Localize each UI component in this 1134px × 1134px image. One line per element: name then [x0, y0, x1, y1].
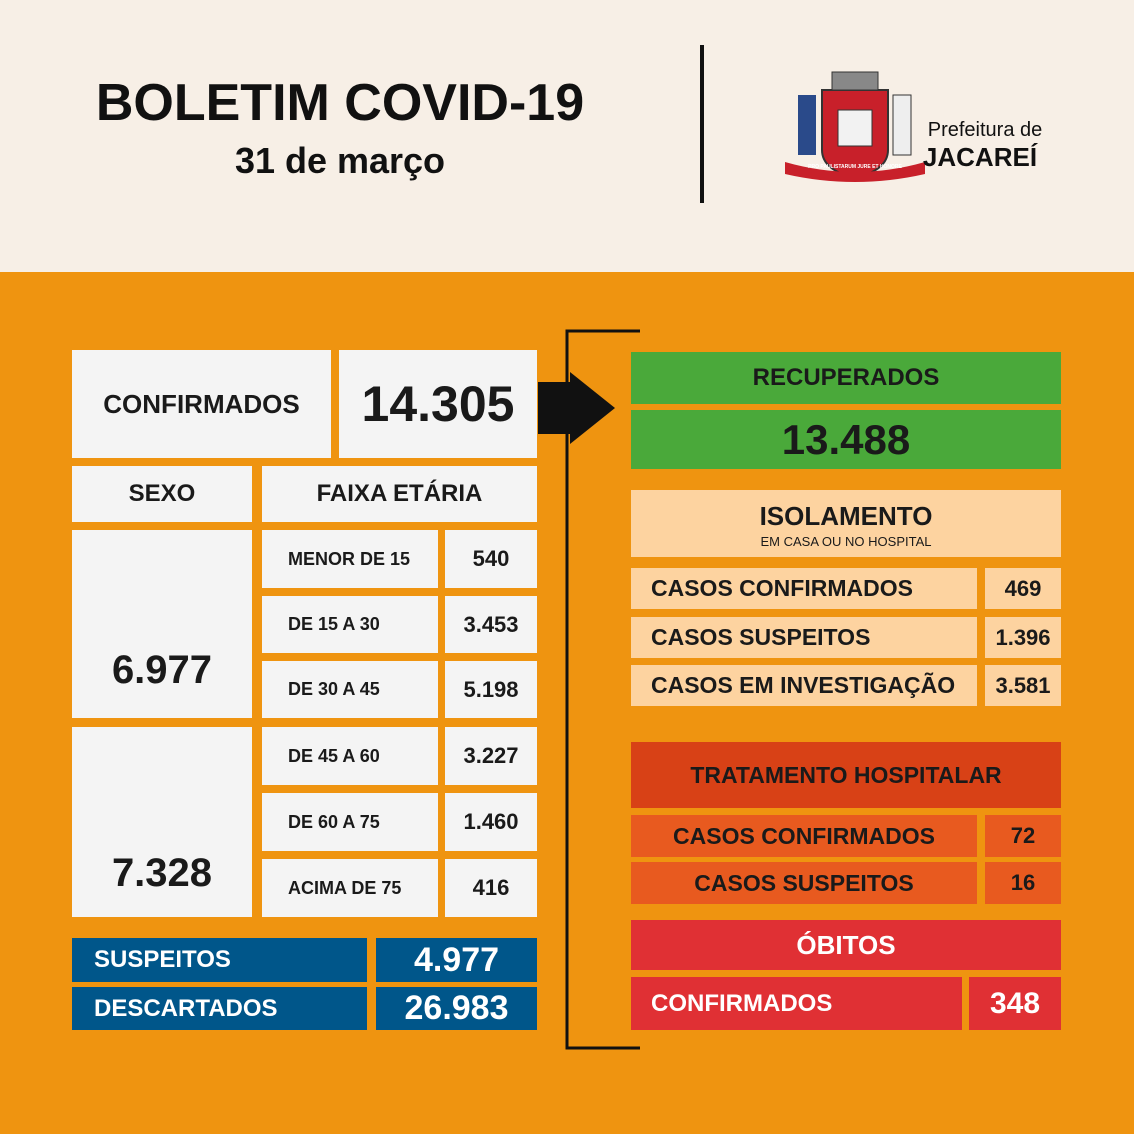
- age-label: DE 60 A 75: [262, 793, 438, 851]
- recovered-label: RECUPERADOS: [631, 352, 1061, 404]
- female-box: [72, 727, 252, 917]
- org-line1: Prefeitura de: [927, 118, 1043, 141]
- date: 31 de março: [234, 140, 446, 181]
- age-value: 540: [445, 530, 537, 588]
- discarded-label: DESCARTADOS: [72, 987, 367, 1030]
- isolation-value: 3.581: [985, 665, 1061, 706]
- male-box: [72, 530, 252, 718]
- header-band: [0, 0, 1134, 272]
- isolation-value: 469: [985, 568, 1061, 609]
- isolation-value: 1.396: [985, 617, 1061, 658]
- discarded-value: 26.983: [376, 987, 537, 1030]
- male-value: 6.977: [111, 647, 213, 692]
- deaths-label: CONFIRMADOS: [631, 977, 962, 1030]
- deaths-value: 348: [969, 977, 1061, 1030]
- suspects-value: 4.977: [376, 938, 537, 982]
- motto: PRO PAULISTARUM JURE ET HONORE: [808, 164, 902, 170]
- isolation-title: ISOLAMENTO: [759, 500, 933, 531]
- hospital-label: CASOS SUSPEITOS: [631, 862, 977, 904]
- hospital-label: CASOS CONFIRMADOS: [631, 815, 977, 857]
- suspects-label: SUSPEITOS: [72, 938, 367, 982]
- age-value: 1.460: [445, 793, 537, 851]
- age-label: MENOR DE 15: [262, 530, 438, 588]
- age-label: DE 45 A 60: [262, 727, 438, 785]
- confirmed-value: 14.305: [339, 350, 537, 458]
- coat-of-arms: [785, 71, 925, 182]
- recovered-value: 13.488: [631, 410, 1061, 469]
- age-header: FAIXA ETÁRIA: [262, 466, 537, 522]
- age-label: DE 15 A 30: [262, 596, 438, 653]
- deaths-title: ÓBITOS: [631, 920, 1061, 970]
- confirmed-label: CONFIRMADOS: [72, 350, 331, 458]
- female-value: 7.328: [111, 850, 213, 895]
- sex-header: SEXO: [72, 466, 252, 522]
- isolation-label: CASOS SUSPEITOS: [631, 617, 977, 658]
- age-value: 3.453: [445, 596, 537, 653]
- age-value: 5.198: [445, 661, 537, 718]
- isolation-label: CASOS CONFIRMADOS: [631, 568, 977, 609]
- org-line2: JACAREÍ: [922, 141, 1038, 172]
- hospital-title: TRATAMENTO HOSPITALAR: [631, 742, 1061, 808]
- age-label: ACIMA DE 75: [262, 859, 438, 917]
- hospital-value: 72: [985, 815, 1061, 857]
- isolation-label: CASOS EM INVESTIGAÇÃO: [631, 665, 977, 706]
- hospital-value: 16: [985, 862, 1061, 904]
- age-value: 416: [445, 859, 537, 917]
- age-value: 3.227: [445, 727, 537, 785]
- title: BOLETIM COVID-19: [95, 74, 585, 132]
- isolation-header: [631, 490, 1061, 557]
- age-label: DE 30 A 45: [262, 661, 438, 718]
- isolation-subtitle: EM CASA OU NO HOSPITAL: [760, 533, 932, 549]
